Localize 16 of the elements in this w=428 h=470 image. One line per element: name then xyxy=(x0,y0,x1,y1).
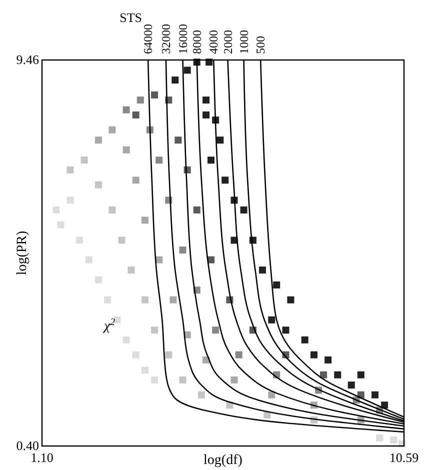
x-tick-label: 10.59 xyxy=(389,450,419,465)
text: 16000 xyxy=(176,24,190,54)
y-axis-title: log(PR) xyxy=(15,230,30,276)
text: 8000 xyxy=(190,30,204,54)
text: 4000 xyxy=(206,30,221,54)
annotation: χ$^{2}$ xyxy=(102,316,116,334)
text: 2000 xyxy=(220,30,235,54)
legend-title: STS xyxy=(120,10,142,25)
y-tick-label: 9.46 xyxy=(16,52,40,67)
y-tick-label: 0.40 xyxy=(16,438,39,453)
x-tick-label: 1.10 xyxy=(30,450,54,465)
text: 32000 xyxy=(158,24,173,54)
text: 64000 xyxy=(141,24,156,54)
text: 500 xyxy=(254,36,268,54)
x-axis-title: log(df) xyxy=(204,453,243,468)
text: 1000 xyxy=(236,30,251,54)
